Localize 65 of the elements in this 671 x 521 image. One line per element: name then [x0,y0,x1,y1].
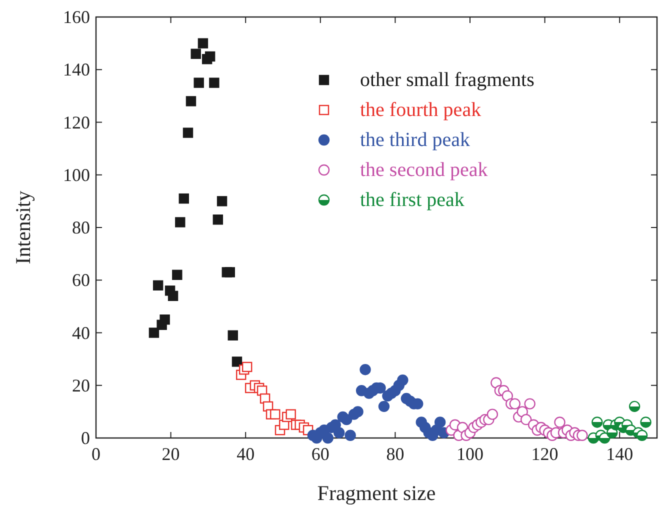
point [194,78,204,88]
y-tick-label: 100 [63,164,90,185]
point [152,280,164,290]
y-tick-label: 140 [63,60,90,80]
point [640,416,652,428]
point [334,427,345,438]
point [182,128,194,138]
point [212,214,224,225]
legend-label: other small fragments [360,69,535,91]
point [224,267,235,278]
y-tick-label: 40 [72,322,90,343]
point [242,362,252,372]
point [378,400,390,412]
point [172,270,182,280]
point [198,38,208,48]
y-tick-label: 160 [63,7,90,27]
x-axis-title: Fragment size [317,481,436,505]
point [352,406,364,418]
point [636,430,648,441]
point [209,78,220,88]
y-tick-label: 20 [72,375,90,396]
x-tick-label: 40 [236,444,255,464]
point [628,400,640,412]
y-axis-title: Intensity [11,190,35,264]
point [554,416,566,428]
point [486,408,498,420]
point [175,217,186,228]
point [360,364,371,376]
legend-label: the third peak [360,129,470,151]
point [340,414,352,426]
x-tick-label: 100 [456,444,484,464]
point [524,398,536,410]
y-tick-label: 0 [81,428,90,448]
point [322,432,334,444]
point [186,96,196,106]
y-tick-label: 60 [72,270,90,290]
point [168,290,178,302]
x-tick-label: 140 [606,444,634,464]
legend-label: the first peak [360,189,464,211]
point [216,196,228,206]
point [270,409,280,420]
point [599,432,610,444]
y-tick-label: 120 [63,112,90,132]
point [232,356,242,367]
legend-label: the fourth peak [360,99,482,121]
legend-label: the second peak [360,159,488,181]
point [204,51,216,62]
point [434,416,446,428]
point [148,328,160,338]
point [397,374,408,386]
point [160,314,170,325]
point [178,193,189,204]
y-tick-label: 80 [72,218,90,238]
point [286,409,296,420]
point [509,398,520,410]
point [592,416,603,428]
x-tick-label: 120 [531,444,558,464]
point [190,48,201,59]
x-tick-label: 80 [386,444,404,464]
point [228,330,238,340]
point [576,430,588,441]
point [520,414,532,426]
x-tick-label: 20 [162,444,180,464]
x-tick-label: 60 [311,444,330,464]
point [344,430,356,441]
